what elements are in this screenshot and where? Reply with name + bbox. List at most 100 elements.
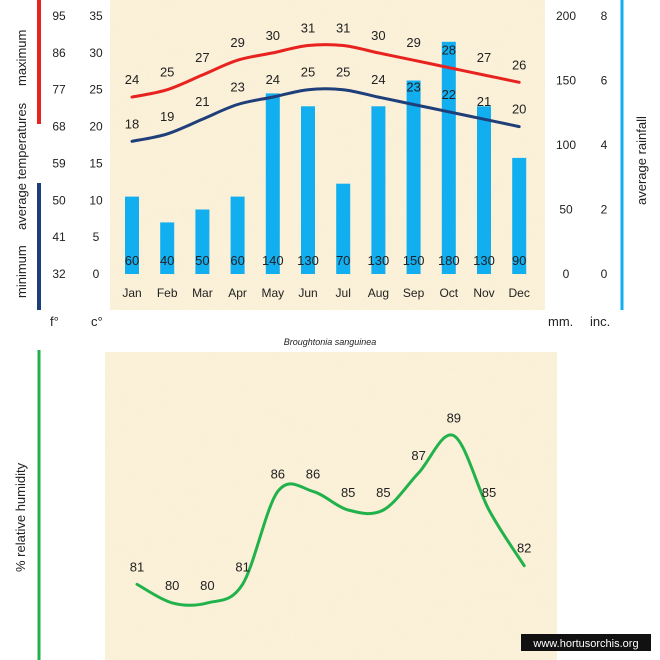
rainfall-label: 60 <box>230 253 244 268</box>
tick-mm: 100 <box>556 138 576 152</box>
min-temp-label: 21 <box>477 94 491 109</box>
max-temp-label: 26 <box>512 57 526 72</box>
rainfall-bar <box>371 106 386 274</box>
rainfall-bar <box>160 222 175 274</box>
tick-fahrenheit: 77 <box>52 83 66 97</box>
rainfall-bar <box>301 106 315 274</box>
tick-mm: 50 <box>559 203 573 217</box>
tick-fahrenheit: 41 <box>52 230 66 244</box>
rainfall-bars <box>125 41 527 275</box>
humidity-label: 86 <box>306 466 320 481</box>
tick-month: Nov <box>473 286 494 300</box>
min-temp-label: 23 <box>230 79 244 94</box>
tick-month: Jan <box>122 286 141 300</box>
rainfall-label: 130 <box>297 253 319 268</box>
watermark-text: www.hortusorchis.org <box>532 638 638 650</box>
min-temp-line <box>130 87 521 143</box>
rainfall-bar <box>406 80 421 274</box>
axis-ticks: 9586776859504132353025201510502001501005… <box>52 9 607 300</box>
tick-celsius: 15 <box>89 156 103 170</box>
tick-fahrenheit: 95 <box>52 9 66 23</box>
max-temp-label: 29 <box>230 35 244 50</box>
max-temp-label: 31 <box>301 20 315 35</box>
rainfall-label: 40 <box>160 253 174 268</box>
max-temp-label: 28 <box>442 43 456 58</box>
tick-celsius: 10 <box>89 193 103 207</box>
max-temp-label: 25 <box>160 65 174 80</box>
max-temp-line <box>130 43 521 99</box>
rainfall-label: 130 <box>368 253 390 268</box>
humidity-label: 87 <box>411 448 425 463</box>
tick-mm: 150 <box>556 74 576 88</box>
data-labels: 60 40 50 60 140 130 70 130 150 180 130 90 24 25 27 29 30… <box>125 20 527 268</box>
watermark-bg <box>521 634 651 651</box>
humidity-line <box>135 433 526 607</box>
unit-fahrenheit: f° <box>50 314 59 329</box>
humidity-label: 82 <box>517 541 531 556</box>
tick-inch: 6 <box>601 74 608 88</box>
min-temp-label: 25 <box>301 65 315 80</box>
tick-inch: 4 <box>601 138 608 152</box>
min-temp-label: 22 <box>442 87 456 102</box>
humidity-label: 85 <box>376 485 390 500</box>
species-caption: Broughtonia sanguinea <box>284 337 377 347</box>
tick-month: Sep <box>403 286 425 300</box>
rainfall-label: 130 <box>473 253 495 268</box>
rainfall-bar <box>230 196 245 274</box>
rainfall-label: 150 <box>403 253 425 268</box>
unit-mm: mm. <box>548 314 573 329</box>
tick-celsius: 5 <box>93 230 100 244</box>
bottom-panel-texture <box>105 352 557 660</box>
axis-title-minimum: minimum <box>14 245 29 298</box>
humidity-label: 89 <box>447 411 461 426</box>
min-temp-label: 24 <box>371 72 385 87</box>
axis-title-maximum: maximum <box>14 30 29 86</box>
min-temp-label: 23 <box>406 79 420 94</box>
tick-fahrenheit: 59 <box>52 156 66 170</box>
humidity-label: 80 <box>200 578 214 593</box>
rainfall-bar <box>336 183 351 274</box>
tick-fahrenheit: 86 <box>52 46 66 60</box>
max-temp-label: 27 <box>195 50 209 65</box>
min-temp-label: 19 <box>160 109 174 124</box>
axis-title-average-temperatures: average temperatures <box>14 102 29 230</box>
rainfall-bar <box>441 41 456 274</box>
min-temp-label: 18 <box>125 116 139 131</box>
tick-fahrenheit: 32 <box>52 267 66 281</box>
tick-month: Mar <box>192 286 213 300</box>
max-temp-label: 30 <box>266 28 280 43</box>
rainfall-label: 70 <box>336 253 350 268</box>
rainfall-label: 180 <box>438 253 460 268</box>
tick-inch: 2 <box>601 203 608 217</box>
min-temp-label: 20 <box>512 102 526 117</box>
tick-fahrenheit: 50 <box>52 193 66 207</box>
humidity-label: 80 <box>165 578 179 593</box>
axis-title-relative-humidity: % relative humidity <box>13 462 28 572</box>
rainfall-bar <box>125 196 139 274</box>
tick-celsius: 25 <box>89 83 103 97</box>
min-temp-label: 21 <box>195 94 209 109</box>
tick-mm: 0 <box>563 267 570 281</box>
humidity-label: 85 <box>341 485 355 500</box>
rainfall-label: 60 <box>125 253 139 268</box>
tick-fahrenheit: 68 <box>52 120 66 134</box>
rainfall-label: 140 <box>262 253 284 268</box>
rainfall-bar <box>477 106 491 274</box>
max-temp-label: 31 <box>336 20 350 35</box>
tick-month: Aug <box>368 286 389 300</box>
temperature-lines <box>130 43 521 143</box>
max-temp-label: 27 <box>477 50 491 65</box>
tick-month: May <box>261 286 284 300</box>
tick-celsius: 20 <box>89 120 103 134</box>
humidity-chart: 81 80 80 81 86 86 85 85 87 89 85 82 <box>130 411 531 607</box>
humidity-label: 81 <box>130 559 144 574</box>
tick-inch: 8 <box>601 9 608 23</box>
max-temp-label: 29 <box>406 35 420 50</box>
tick-month: Jul <box>336 286 351 300</box>
tick-celsius: 30 <box>89 46 103 60</box>
rainfall-label: 50 <box>195 253 209 268</box>
humidity-label: 85 <box>482 485 496 500</box>
tick-month: Feb <box>157 286 178 300</box>
